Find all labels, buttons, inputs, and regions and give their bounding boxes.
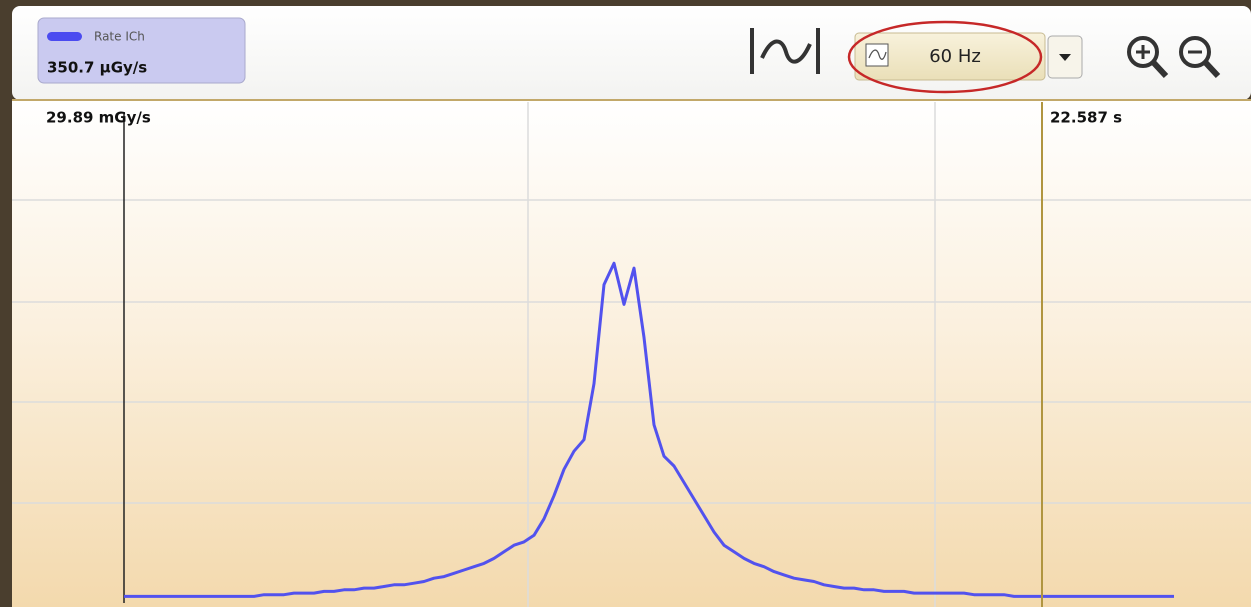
legend-swatch [47,32,82,41]
grid [12,102,1251,607]
zoom-out[interactable] [1179,36,1221,79]
plot-area [12,100,1251,607]
dropdown-label: 60 Hz [929,46,981,67]
zoom-in[interactable] [1127,36,1169,79]
legend-chip[interactable]: Rate ICh 350.7 µGy/s [37,17,246,84]
trace-line [124,261,1174,598]
legend-value: 350.7 µGy/s [47,59,147,77]
legend-box[interactable] [37,17,246,84]
y-max-label: 29.89 mGy/s [46,109,151,127]
filter-icon[interactable] [750,28,820,74]
filter-dropdown[interactable]: 60 Hz [854,32,1083,81]
cursor-label: 22.587 s [1050,109,1122,127]
dropdown-box[interactable] [854,32,1046,81]
dropdown-icon [865,43,889,67]
highlight-ellipse [847,20,1043,94]
legend-name: Rate ICh [94,30,145,44]
